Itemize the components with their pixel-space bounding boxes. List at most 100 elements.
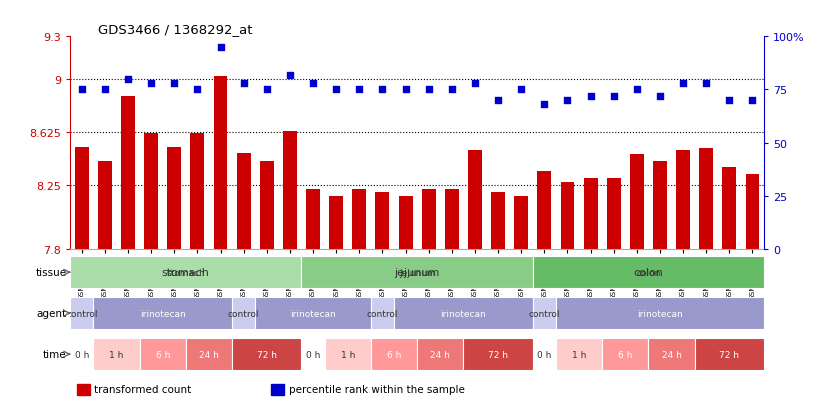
Bar xyxy=(93,297,232,329)
Bar xyxy=(260,161,273,249)
Bar xyxy=(533,297,556,329)
Bar xyxy=(463,338,533,370)
Point xyxy=(353,87,366,93)
Point xyxy=(306,81,320,87)
Point xyxy=(515,87,528,93)
Bar xyxy=(75,147,88,249)
Bar xyxy=(191,133,204,249)
Point xyxy=(237,81,250,87)
Text: irinotecan: irinotecan xyxy=(440,309,487,318)
Point xyxy=(145,81,158,87)
Bar xyxy=(533,256,764,288)
Point xyxy=(422,87,435,93)
Point xyxy=(700,81,713,87)
Text: percentile rank within the sample: percentile rank within the sample xyxy=(289,385,465,394)
Point xyxy=(260,87,273,93)
Text: 72 h: 72 h xyxy=(719,350,739,359)
Point xyxy=(399,87,412,93)
Text: 0 h: 0 h xyxy=(537,350,552,359)
Bar xyxy=(376,193,389,249)
Text: control: control xyxy=(367,309,398,318)
Text: 0 h: 0 h xyxy=(306,350,320,359)
Text: tissue: tissue xyxy=(36,268,67,278)
Point xyxy=(723,97,736,104)
Text: 24 h: 24 h xyxy=(199,350,219,359)
Point xyxy=(376,87,389,93)
Bar xyxy=(648,338,695,370)
Point xyxy=(445,87,458,93)
Point xyxy=(168,81,181,87)
Text: jejunum: jejunum xyxy=(395,268,439,278)
Bar xyxy=(145,133,158,249)
Point xyxy=(538,102,551,108)
Bar xyxy=(301,256,533,288)
Bar xyxy=(325,338,371,370)
Bar xyxy=(746,174,759,249)
Text: 6 h: 6 h xyxy=(155,350,170,359)
Bar xyxy=(394,297,533,329)
Bar xyxy=(140,338,186,370)
Bar xyxy=(399,197,412,249)
Bar xyxy=(371,297,394,329)
Point xyxy=(468,81,482,87)
Point xyxy=(653,93,667,100)
Point xyxy=(283,72,297,78)
Bar xyxy=(723,167,736,249)
Bar xyxy=(121,97,135,249)
Bar xyxy=(468,150,482,249)
Point xyxy=(746,97,759,104)
Bar xyxy=(255,297,371,329)
Bar xyxy=(77,384,90,395)
Text: 24 h: 24 h xyxy=(430,350,450,359)
Bar xyxy=(93,338,140,370)
Text: agent: agent xyxy=(36,309,67,318)
Bar xyxy=(186,338,232,370)
Point xyxy=(98,87,112,93)
Point xyxy=(191,87,204,93)
Text: 6 h: 6 h xyxy=(387,350,401,359)
Bar xyxy=(371,338,417,370)
Bar xyxy=(214,77,227,249)
Text: control: control xyxy=(228,309,259,318)
Bar xyxy=(556,297,764,329)
Text: 1 h: 1 h xyxy=(340,350,355,359)
Bar xyxy=(676,150,690,249)
Bar xyxy=(556,338,602,370)
Text: stomach: stomach xyxy=(162,268,210,278)
Text: control: control xyxy=(66,309,97,318)
Point xyxy=(214,45,227,51)
Bar xyxy=(232,297,255,329)
Bar xyxy=(653,161,667,249)
Point xyxy=(584,93,597,100)
Text: 6 h: 6 h xyxy=(618,350,633,359)
Bar xyxy=(306,190,320,249)
Point xyxy=(630,87,643,93)
Bar xyxy=(330,197,343,249)
Bar xyxy=(417,338,463,370)
Bar xyxy=(533,338,556,370)
Bar xyxy=(272,384,284,395)
Text: 0 h: 0 h xyxy=(74,350,89,359)
Text: 72 h: 72 h xyxy=(257,350,277,359)
Bar xyxy=(561,183,574,249)
Text: 24 h: 24 h xyxy=(662,350,681,359)
Bar xyxy=(70,297,93,329)
Point xyxy=(491,97,505,104)
Point xyxy=(676,81,690,87)
Bar xyxy=(353,190,366,249)
Bar xyxy=(70,256,301,288)
Bar xyxy=(445,190,458,249)
Bar xyxy=(70,338,93,370)
Text: stomach: stomach xyxy=(167,268,205,277)
Bar xyxy=(700,149,713,249)
Bar xyxy=(301,338,325,370)
Point xyxy=(75,87,88,93)
Bar xyxy=(538,171,551,249)
Text: transformed count: transformed count xyxy=(94,385,192,394)
Text: time: time xyxy=(43,349,67,359)
Text: GDS3466 / 1368292_at: GDS3466 / 1368292_at xyxy=(98,23,253,36)
Bar xyxy=(515,197,528,249)
Text: 1 h: 1 h xyxy=(109,350,124,359)
Text: 72 h: 72 h xyxy=(488,350,508,359)
Bar xyxy=(283,132,297,249)
